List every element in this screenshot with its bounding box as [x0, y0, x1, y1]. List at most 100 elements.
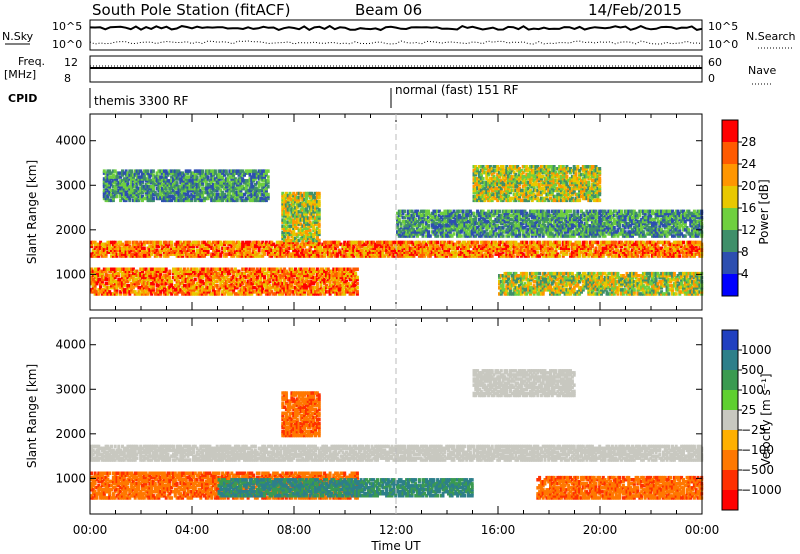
- data-cell-power: [126, 246, 130, 250]
- data-cell-power: [523, 240, 527, 245]
- data-cell-power: [543, 276, 547, 280]
- data-cell-power: [572, 246, 576, 250]
- data-cell-power: [131, 281, 135, 286]
- data-cell-power: [310, 290, 314, 294]
- data-cell-power: [104, 275, 108, 280]
- data-cell-power: [416, 250, 419, 254]
- data-cell-power: [687, 278, 691, 282]
- data-cell-power: [523, 192, 527, 197]
- data-cell-power: [656, 284, 660, 288]
- data-cell-power: [623, 276, 627, 280]
- data-cell-power: [427, 252, 430, 256]
- data-cell-power: [492, 188, 496, 193]
- data-cell-power: [689, 274, 693, 278]
- data-cell-power: [157, 273, 161, 278]
- data-cell-power: [547, 198, 551, 203]
- data-cell-power: [337, 281, 341, 286]
- data-cell-power: [569, 242, 572, 247]
- data-cell-power: [141, 246, 144, 250]
- data-cell-power: [580, 286, 583, 290]
- data-cell-power: [692, 274, 696, 278]
- data-cell-power: [452, 244, 456, 249]
- data-cell-power: [525, 190, 529, 195]
- data-cell-power: [139, 277, 143, 282]
- data-cell-power: [337, 269, 341, 274]
- data-cell-power: [485, 240, 489, 245]
- data-cell-power: [161, 248, 164, 252]
- data-cell-power: [170, 281, 174, 286]
- data-cell-power: [319, 271, 323, 276]
- data-cell-power: [512, 276, 516, 280]
- data-cell-power: [676, 278, 680, 282]
- data-cell-power: [177, 290, 181, 294]
- data-cell-power: [151, 290, 155, 294]
- data-cell-power: [603, 286, 607, 290]
- data-cell-power: [179, 288, 183, 292]
- data-cell-power: [346, 252, 350, 256]
- data-cell-power: [487, 178, 491, 183]
- data-cell-power: [246, 281, 250, 286]
- data-cell-power: [350, 275, 354, 280]
- data-cell-power: [543, 165, 547, 169]
- data-cell-power: [614, 244, 618, 249]
- data-cell-power: [634, 274, 638, 278]
- data-cell-power: [554, 248, 558, 252]
- data-cell-power: [558, 288, 562, 292]
- data-cell-power: [481, 242, 485, 247]
- data-cell-power: [600, 271, 603, 276]
- data-cell-power: [683, 271, 687, 276]
- data-cell-power: [162, 273, 166, 278]
- data-cell-power: [314, 248, 317, 252]
- data-cell-power: [581, 288, 585, 292]
- data-cell-power: [104, 281, 108, 286]
- data-cell-power: [527, 168, 531, 173]
- data-cell-power: [545, 167, 549, 171]
- data-cell-power: [294, 279, 297, 284]
- data-cell-power: [543, 278, 547, 282]
- data-cell-power: [328, 254, 332, 258]
- data-cell-power: [621, 274, 625, 278]
- data-cell-power: [485, 248, 489, 252]
- data-cell-power: [383, 254, 387, 258]
- data-cell-power: [228, 284, 232, 288]
- data-cell-power: [339, 242, 343, 247]
- data-cell-power: [159, 290, 163, 294]
- data-cell-power: [694, 284, 698, 288]
- data-cell-power: [501, 250, 505, 254]
- data-cell-power: [441, 250, 445, 254]
- data-cell-power: [683, 276, 687, 280]
- data-cell-power: [501, 192, 505, 197]
- data-cell-power: [663, 246, 667, 250]
- data-cell-power: [456, 240, 460, 245]
- data-cell-power: [91, 254, 95, 258]
- data-cell-power: [516, 246, 520, 250]
- data-cell-power: [126, 269, 130, 274]
- data-cell-power: [481, 176, 485, 181]
- data-cell-power: [221, 292, 225, 296]
- data-cell-power: [691, 271, 695, 276]
- data-cell-power: [661, 292, 665, 296]
- data-cell-power: [100, 290, 104, 294]
- data-cell-power: [325, 250, 328, 254]
- data-cell-power: [137, 244, 141, 249]
- data-cell-power: [179, 269, 183, 274]
- data-cell-power: [518, 168, 521, 173]
- data-cell-power: [195, 281, 199, 286]
- data-cell-power: [401, 254, 405, 258]
- data-cell-power: [521, 194, 525, 199]
- data-cell-power: [310, 275, 314, 280]
- data-cell-power: [410, 246, 414, 250]
- data-cell-power: [603, 276, 607, 280]
- data-cell-power: [678, 286, 682, 290]
- data-cell-power: [536, 280, 540, 284]
- data-cell-power: [510, 254, 514, 258]
- data-cell-power: [314, 269, 317, 274]
- data-cell-power: [485, 165, 489, 169]
- data-cell-power: [561, 290, 565, 294]
- data-cell-power: [499, 186, 503, 191]
- data-cell-power: [259, 290, 263, 294]
- data-cell-power: [157, 269, 161, 274]
- data-cell-power: [508, 178, 512, 183]
- data-cell-power: [186, 242, 190, 247]
- data-cell-power: [490, 168, 494, 173]
